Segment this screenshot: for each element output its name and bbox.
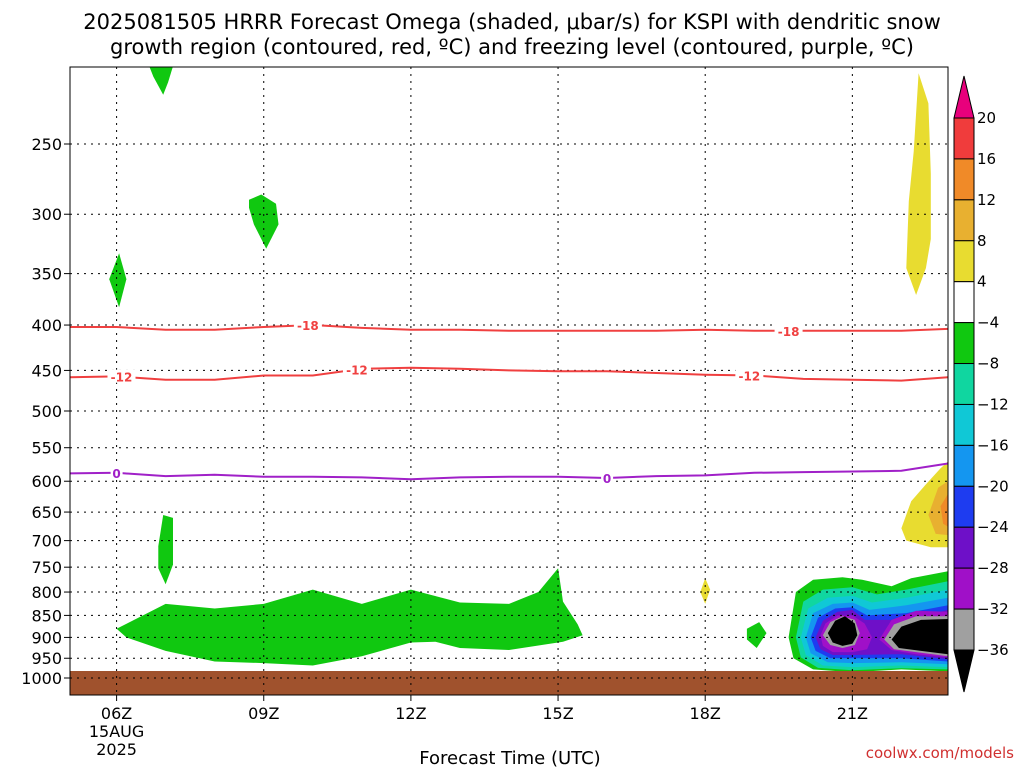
colorbar-tick-label: −20 — [977, 477, 1009, 495]
plot-frame — [69, 66, 949, 696]
contour-line — [70, 366, 948, 382]
contour-label-bg — [774, 323, 803, 337]
contour-lines: -18 -18 -12 -12 -12 0 0 — [70, 318, 948, 486]
colorbar-tick-label: −28 — [977, 559, 1009, 577]
omega-region — [906, 73, 931, 295]
y-tick-label: 400 — [31, 316, 62, 335]
y-tick-label: 450 — [31, 361, 62, 380]
colorbar-cell — [953, 117, 975, 160]
x-tick-label: 15Z — [542, 704, 573, 723]
omega-region — [109, 253, 127, 308]
omega-region — [940, 493, 948, 527]
contour-label: -18 — [297, 319, 319, 333]
contour-line — [70, 462, 948, 481]
omega-region — [891, 619, 948, 655]
colorbar-cell — [953, 322, 975, 365]
contour-label-bg — [107, 369, 136, 383]
omega-region — [149, 67, 173, 95]
y-tick-label: 650 — [31, 503, 62, 522]
contour-label-bg — [342, 362, 371, 376]
y-tick-label: 700 — [31, 532, 62, 551]
colorbar-tick-label: −4 — [977, 314, 999, 332]
colorbar-tick-label: −12 — [977, 395, 1009, 413]
y-tick-label: 750 — [31, 558, 62, 577]
contour-line — [70, 323, 948, 332]
y-tick-label: 350 — [31, 265, 62, 284]
y-tick-label: 800 — [31, 583, 62, 602]
contour-label-bg — [293, 318, 322, 332]
y-tick-label: 550 — [31, 439, 62, 458]
omega-shading — [109, 67, 948, 673]
contour-label: -18 — [778, 325, 800, 339]
x-tick-label: 21Z — [837, 704, 868, 723]
y-tick-label: 950 — [31, 649, 62, 668]
y-tick-label: 850 — [31, 606, 62, 625]
chart-title-line1: 2025081505 HRRR Forecast Omega (shaded, … — [83, 10, 941, 34]
contour-label: -12 — [739, 369, 761, 383]
omega-region — [746, 622, 767, 648]
y-tick-label: 300 — [31, 205, 62, 224]
x-tick-date: 15AUG — [89, 722, 144, 741]
colorbar-cell — [953, 158, 975, 201]
colorbar-cell — [953, 526, 975, 569]
contour-label-bg — [110, 465, 123, 479]
colorbar-tick-label: 8 — [977, 232, 987, 250]
colorbar-cell — [953, 485, 975, 528]
colorbar-arrow-top — [953, 75, 975, 119]
colorbar-cell — [953, 240, 975, 283]
omega-region — [158, 515, 173, 585]
colorbar-tick-label: −32 — [977, 600, 1009, 618]
y-tick-label: 250 — [31, 135, 62, 154]
colorbar-tick-label: −8 — [977, 355, 999, 373]
x-tick-label: 06Z — [101, 704, 132, 723]
chart-title-line2: growth region (contoured, red, ºC) and f… — [110, 35, 914, 59]
credit-link[interactable]: coolwx.com/models — [866, 744, 1014, 762]
colorbar-arrow-bottom — [953, 649, 975, 693]
colorbar-tick-label: 20 — [977, 109, 996, 127]
colorbar-legend: 20 16 12 8 4 −4 −8 −12 −16 −20 −24 −28 −32 −36 — [953, 75, 1009, 693]
colorbar-tick-label: 16 — [977, 150, 996, 168]
colorbar-cell — [953, 403, 975, 446]
colorbar-tick-label: −16 — [977, 436, 1009, 454]
colorbar-tick-label: −24 — [977, 518, 1009, 536]
x-axis-label: Forecast Time (UTC) — [419, 748, 600, 768]
contour-label-bg — [735, 368, 764, 382]
colorbar-cell — [953, 199, 975, 242]
y-tick-label: 600 — [31, 472, 62, 491]
colorbar-cell — [953, 363, 975, 405]
colorbar-cell — [953, 608, 975, 651]
colorbar-tick-label: −36 — [977, 641, 1009, 659]
omega-region — [827, 616, 858, 646]
omega-region — [116, 568, 583, 666]
omega-region — [700, 578, 711, 604]
colorbar-cell — [953, 281, 975, 324]
colorbar-cell — [953, 567, 975, 610]
x-tick-year: 2025 — [96, 740, 137, 759]
colorbar-cell — [953, 444, 975, 487]
contour-label: -12 — [346, 363, 368, 377]
contour-label: 0 — [112, 467, 120, 481]
y-axis: 250 300 350 400 450 500 550 600 650 700 750 800 850 9… — [21, 135, 70, 688]
x-tick-label: 12Z — [395, 704, 426, 723]
colorbar-tick-label: 4 — [977, 273, 987, 291]
y-tick-label: 500 — [31, 402, 62, 421]
ground-layer — [70, 671, 948, 695]
y-tick-label: 900 — [31, 628, 62, 647]
contour-label: -12 — [111, 371, 133, 385]
y-tick-label: 1000 — [21, 669, 62, 688]
colorbar-tick-label: 12 — [977, 191, 996, 209]
x-tick-label: 09Z — [248, 704, 279, 723]
ground-fill — [70, 671, 948, 695]
x-tick-label: 18Z — [690, 704, 721, 723]
contour-label: 0 — [603, 472, 611, 486]
contour-label-bg — [601, 471, 614, 485]
